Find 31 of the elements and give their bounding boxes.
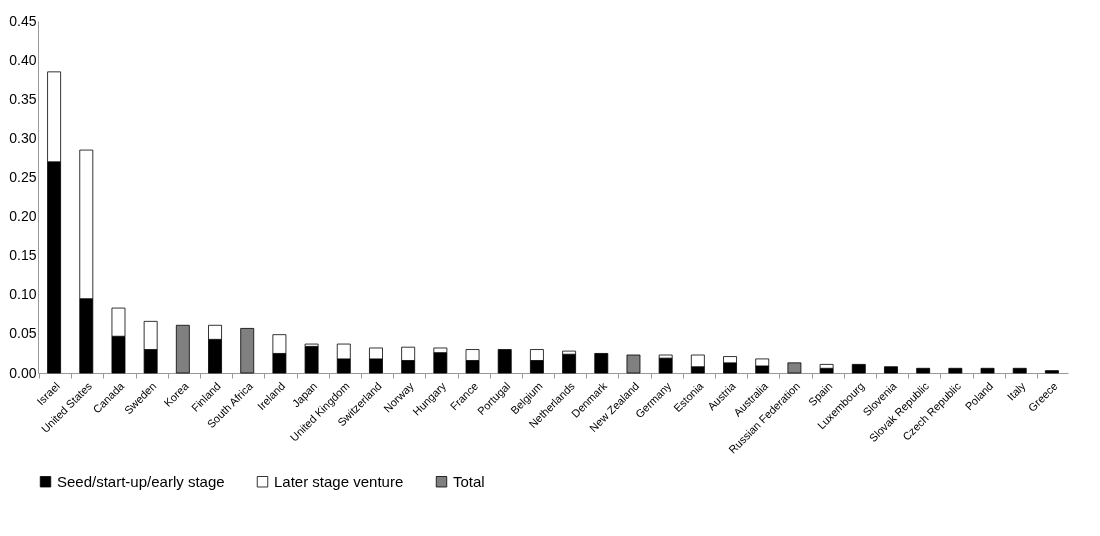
y-tick-label: 0.20 bbox=[9, 208, 37, 225]
bar bbox=[819, 367, 834, 374]
legend-label: Later stage venture bbox=[274, 472, 404, 490]
bar bbox=[980, 367, 995, 374]
x-tick-label: Italy bbox=[1004, 379, 1028, 403]
legend-label: Total bbox=[453, 472, 485, 490]
bar bbox=[240, 328, 255, 374]
bar bbox=[175, 324, 190, 374]
y-tick-label: 0.35 bbox=[9, 90, 37, 107]
bar bbox=[916, 367, 931, 374]
bar bbox=[304, 346, 319, 374]
y-tick-label: 0.45 bbox=[9, 12, 37, 29]
bar bbox=[884, 366, 898, 374]
bar bbox=[787, 362, 802, 374]
bar bbox=[658, 357, 673, 374]
y-tick-label: 0.00 bbox=[9, 364, 37, 381]
legend-label: Seed/start-up/early stage bbox=[57, 472, 225, 490]
y-tick-label: 0.40 bbox=[9, 51, 37, 68]
y-tick-label: 0.30 bbox=[9, 129, 37, 146]
y-tick-label: 0.10 bbox=[9, 286, 37, 303]
y-tick-label: 0.15 bbox=[9, 247, 37, 264]
bar bbox=[1044, 370, 1059, 374]
bar bbox=[562, 353, 577, 374]
y-tick-label: 0.25 bbox=[9, 168, 37, 185]
bar bbox=[1012, 367, 1027, 374]
bar bbox=[497, 349, 512, 374]
bar bbox=[626, 354, 641, 374]
bar bbox=[851, 364, 866, 374]
bar bbox=[948, 367, 963, 374]
y-tick-label: 0.05 bbox=[9, 325, 37, 342]
bar bbox=[594, 353, 609, 374]
